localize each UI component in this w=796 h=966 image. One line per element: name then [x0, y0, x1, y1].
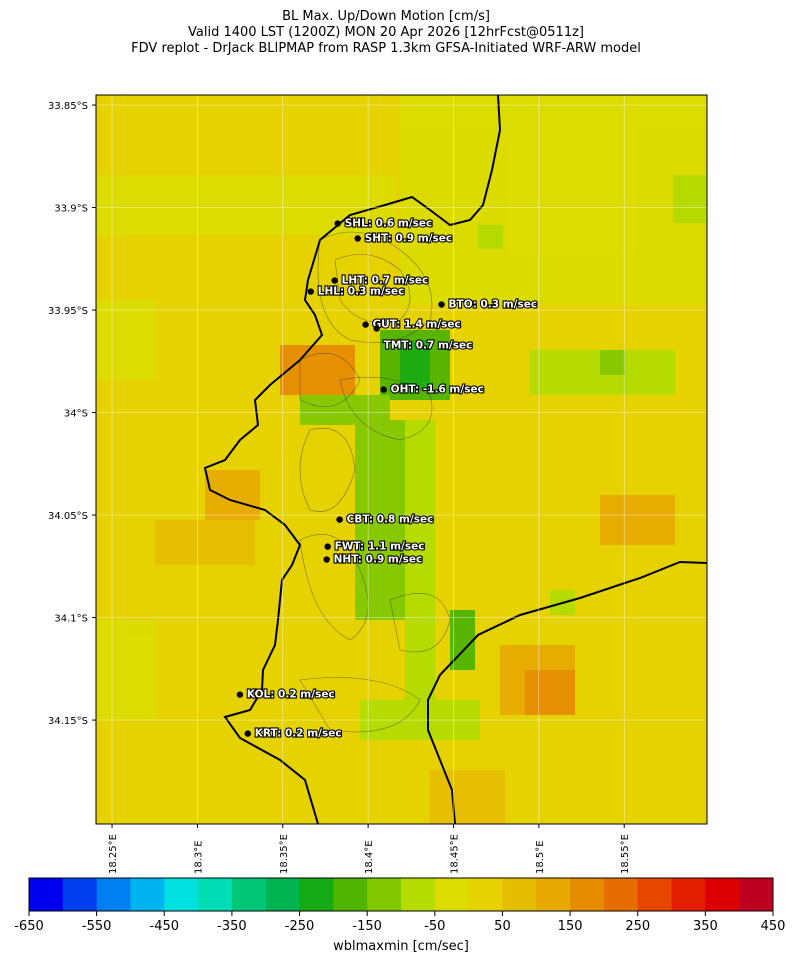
station-label: LHL: 0.3 m/sec [318, 286, 405, 298]
station-point [362, 321, 369, 328]
station-point [236, 691, 244, 698]
colorbar-segment [739, 878, 774, 911]
lat-label: 33.85°S [48, 101, 88, 112]
colorbar-tick-label: 450 [761, 919, 786, 934]
colorbar-tick-label: -650 [14, 919, 44, 934]
station-point [438, 301, 445, 308]
station-label: SHT: 0.9 m/sec [365, 233, 452, 245]
colorbar-segment [536, 878, 571, 911]
station-point [336, 516, 343, 523]
colorbar-segment [130, 878, 165, 911]
station-label: KOL: 0.2 m/sec [247, 689, 335, 701]
colorbar-segment [603, 878, 639, 911]
lat-label: 34.1°S [54, 614, 88, 625]
lon-label: 18.4°E [364, 840, 375, 874]
title-line: Valid 1400 LST (1200Z) MON 20 Apr 2026 [… [188, 25, 584, 40]
station-label: FWT: 1.1 m/sec [335, 541, 425, 553]
colorbar-segment [637, 878, 673, 911]
station-point [331, 277, 338, 284]
lat-label: 34°S [64, 409, 88, 420]
colorbar-tick-label: -150 [352, 919, 382, 934]
station-point [354, 235, 361, 242]
station-point [324, 543, 331, 550]
station-label: KRT: 0.2 m/sec [255, 728, 342, 740]
colorbar-segment [705, 878, 740, 911]
station-point [307, 288, 314, 295]
lon-label: 18.25°E [108, 834, 119, 874]
colorbar-segment [671, 878, 706, 911]
lat-label: 33.9°S [54, 204, 88, 215]
station-label: SHL: 0.6 m/sec [345, 218, 433, 230]
colorbar-segment [198, 878, 233, 911]
colorbar-tick-label: -50 [424, 919, 445, 934]
colorbar-segment [164, 878, 199, 911]
station-point [323, 556, 330, 563]
lat-label: 34.15°S [48, 716, 88, 727]
colorbar-segment [265, 878, 301, 911]
colorbar-tick-label: 350 [693, 919, 718, 934]
colorbar-tick-label: 250 [625, 919, 650, 934]
station-label: TMT: 0.7 m/sec [384, 340, 473, 352]
colorbar-tick-label: -550 [82, 919, 112, 934]
colorbar-segment [367, 878, 402, 911]
station-point [244, 730, 251, 737]
station-point [334, 220, 341, 227]
lon-label: 18.35°E [279, 834, 290, 874]
station-label: BTO: 0.3 m/sec [449, 299, 538, 311]
colorbar-segment [62, 878, 98, 911]
station-label: CBT: 0.8 m/sec [347, 514, 434, 526]
colorbar-segment [231, 878, 267, 911]
lat-label: 34.05°S [48, 511, 88, 522]
coastline [203, 94, 708, 825]
colorbar-frame [28, 877, 774, 912]
colorbar-tick-label: -250 [285, 919, 315, 934]
colorbar-label: wblmaxmin [cm/sec] [333, 939, 469, 954]
title-line: BL Max. Up/Down Motion [cm/s] [282, 9, 490, 24]
colorbar-segment [299, 878, 334, 911]
colorbar-tick-label: 150 [558, 919, 583, 934]
colorbar-tick-label: -450 [150, 919, 180, 934]
colorbar-segment [570, 878, 605, 911]
station-point [380, 386, 387, 393]
colorbar-segment [434, 878, 470, 911]
field-cells [96, 95, 707, 824]
lon-label: 18.55°E [620, 834, 631, 874]
colorbar-segment [333, 878, 368, 911]
colorbar-segment [401, 878, 436, 911]
station-label: GUT: 1.4 m/sec [373, 319, 461, 331]
colorbar-segment [96, 878, 131, 911]
map-frame [95, 94, 708, 825]
title-line: FDV replot - DrJack BLIPMAP from RASP 1.… [131, 41, 641, 56]
colorbar-segment [468, 878, 503, 911]
lon-label: 18.3°E [193, 840, 204, 874]
station-label: OHT: -1.6 m/sec [391, 384, 484, 396]
lon-label: 18.5°E [535, 840, 546, 874]
lat-label: 33.95°S [48, 306, 88, 317]
colorbar-segment [29, 878, 64, 911]
lon-label: 18.45°E [449, 834, 460, 874]
colorbar-tick-label: -350 [217, 919, 247, 934]
colorbar: -650 -550 -450 -350 -250 -150 -50 50 150 250 350 45… [14, 877, 786, 954]
colorbar-tick-label: 50 [494, 919, 511, 934]
station-label: NHT: 0.9 m/sec [334, 554, 423, 566]
colorbar-segment [502, 878, 537, 911]
terrain-contours [299, 231, 451, 733]
map [95, 94, 708, 825]
station-point [373, 325, 380, 332]
station-label: LHT: 0.7 m/sec [342, 275, 429, 287]
